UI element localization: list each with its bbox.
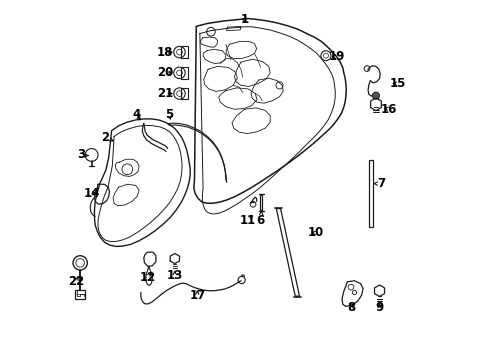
Text: 9: 9 — [375, 301, 383, 314]
Polygon shape — [193, 18, 346, 203]
Text: 20: 20 — [157, 66, 173, 79]
Text: 18: 18 — [157, 46, 173, 59]
Text: 21: 21 — [157, 87, 173, 100]
Text: 2: 2 — [101, 131, 113, 144]
Polygon shape — [368, 160, 372, 227]
Polygon shape — [94, 119, 190, 247]
Polygon shape — [181, 67, 188, 78]
Text: 1: 1 — [240, 13, 248, 26]
Text: 5: 5 — [165, 108, 173, 121]
Polygon shape — [181, 46, 188, 58]
Polygon shape — [260, 195, 262, 210]
Text: 17: 17 — [189, 288, 205, 302]
Polygon shape — [341, 281, 363, 306]
Text: 8: 8 — [346, 301, 354, 314]
Circle shape — [372, 92, 379, 99]
Text: 19: 19 — [328, 50, 344, 63]
Polygon shape — [143, 252, 156, 266]
Text: 11: 11 — [240, 213, 256, 226]
Text: 22: 22 — [68, 275, 84, 288]
Text: 6: 6 — [256, 211, 264, 226]
Text: 3: 3 — [77, 148, 88, 162]
Text: 16: 16 — [380, 103, 397, 116]
Text: 4: 4 — [132, 108, 141, 121]
Text: 7: 7 — [373, 177, 384, 190]
Text: 13: 13 — [166, 269, 183, 282]
Polygon shape — [181, 88, 188, 99]
Polygon shape — [276, 208, 299, 296]
Text: 15: 15 — [389, 77, 406, 90]
Text: 14: 14 — [83, 187, 100, 200]
Text: 10: 10 — [307, 226, 324, 239]
Polygon shape — [75, 290, 85, 298]
Text: 12: 12 — [139, 271, 155, 284]
